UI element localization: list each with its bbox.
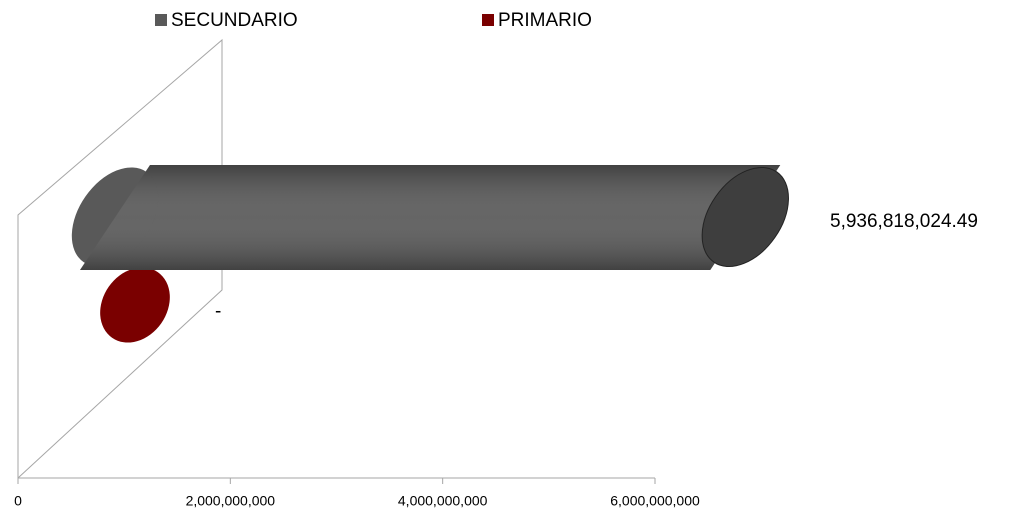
- x-tick-label: 6,000,000,000: [610, 493, 700, 509]
- bar: [71, 165, 789, 270]
- bar-cap: [100, 267, 170, 343]
- legend-swatch: [482, 14, 494, 26]
- bar-shade: [80, 165, 781, 270]
- legend-label: PRIMARIO: [498, 10, 592, 31]
- x-tick-label: 0: [14, 493, 22, 509]
- data-label: -: [215, 301, 221, 322]
- bar-end-cap: [701, 166, 789, 268]
- bar: [100, 267, 170, 343]
- data-label: 5,936,818,024.49: [830, 211, 978, 232]
- bar-end-cap-shade: [702, 167, 789, 267]
- legend-label: SECUNDARIO: [171, 10, 298, 31]
- chart-frame: [17, 38, 223, 479]
- x-tick-label: 4,000,000,000: [398, 493, 488, 509]
- x-tick-label: 2,000,000,000: [186, 493, 276, 509]
- legend-swatch: [155, 14, 167, 26]
